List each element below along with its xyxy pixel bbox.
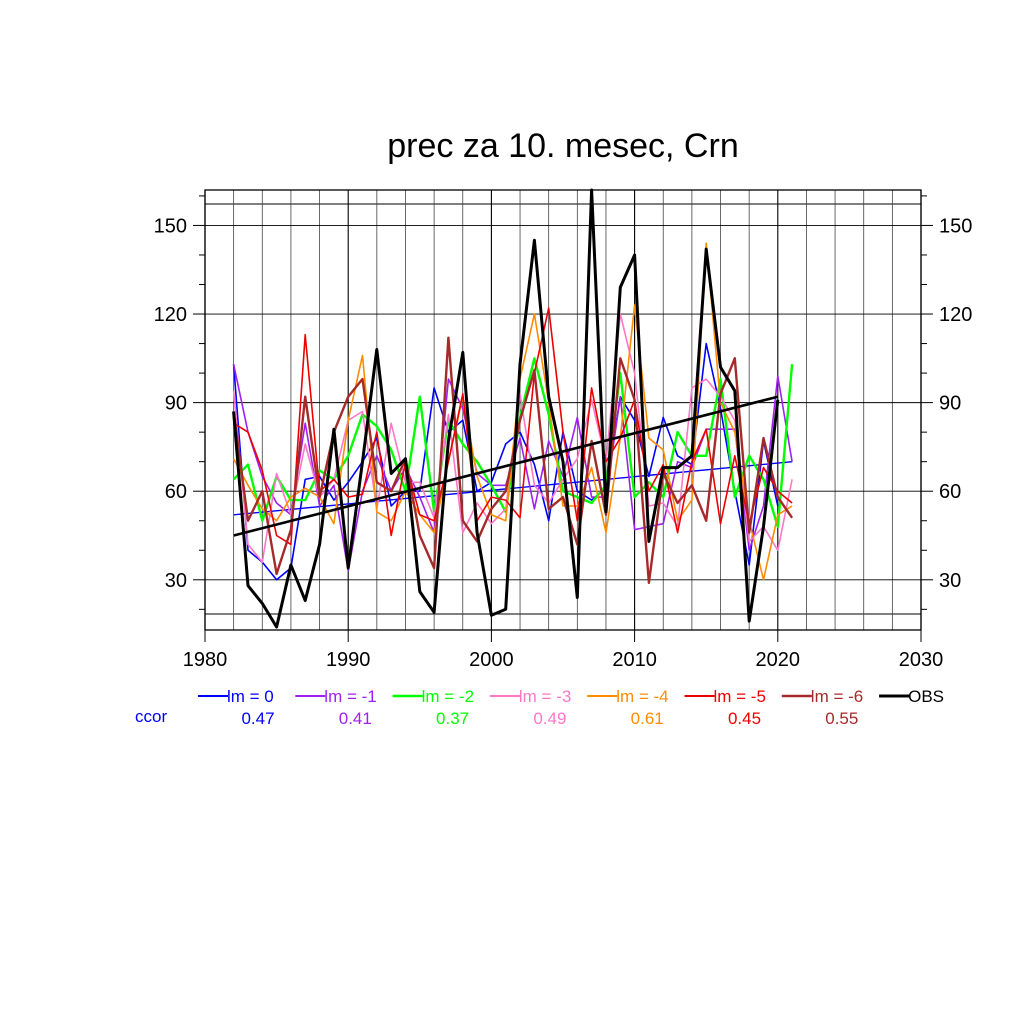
ccor-value-6: 0.55	[825, 709, 858, 728]
legend-label-7: OBS	[908, 687, 944, 706]
x-tick-label: 2020	[756, 649, 801, 671]
y-tick-label-right: 60	[939, 481, 961, 503]
legend-label-5: lm = -5	[714, 687, 766, 706]
y-tick-label-right: 120	[939, 304, 972, 326]
y-tick-label-right: 150	[939, 215, 972, 237]
series-line-4	[232, 242, 793, 581]
legend-label-1: lm = -1	[324, 687, 376, 706]
y-tick-label-right: 30	[939, 570, 961, 592]
y-tick-label-left: 150	[154, 215, 187, 237]
legend-label-6: lm = -6	[811, 687, 863, 706]
ccor-value-1: 0.41	[339, 709, 372, 728]
axes: 1980 1990 2000 2010 2020 2030 30 30 60 60 90 90 120 1…	[154, 195, 972, 671]
ccor-value-0: 0.47	[241, 709, 274, 728]
legend-label-0: lm = 0	[227, 687, 274, 706]
y-tick-label-left: 30	[165, 570, 187, 592]
x-tick-label: 1980	[183, 649, 228, 671]
y-tick-label-left: 60	[165, 481, 187, 503]
legend: lm = 0 0.47 lm = -1 0.41 lm = -2 0.37 lm = -3 0…	[198, 687, 944, 728]
y-tick-label-right: 90	[939, 393, 961, 415]
series-layer	[232, 188, 794, 629]
y-tick-label-left: 90	[165, 393, 187, 415]
series-line-6	[232, 336, 794, 584]
trend-line-7	[233, 395, 779, 537]
x-tick-label: 2010	[612, 649, 657, 671]
series-line-7	[232, 188, 780, 629]
chart-title: prec za 10. mesec, Crn	[387, 127, 738, 165]
ccor-value-2: 0.37	[436, 709, 469, 728]
ccor-value-4: 0.61	[631, 709, 664, 728]
ccor-value-3: 0.49	[533, 709, 566, 728]
ccor-label: ccor	[135, 707, 167, 726]
legend-label-2: lm = -2	[422, 687, 474, 706]
x-tick-label: 1990	[326, 649, 371, 671]
x-tick-label: 2000	[469, 649, 514, 671]
plot-frame	[204, 189, 922, 631]
legend-label-3: lm = -3	[519, 687, 571, 706]
legend-label-4: lm = -4	[616, 687, 668, 706]
y-tick-label-left: 120	[154, 304, 187, 326]
x-tick-label: 2030	[899, 649, 944, 671]
ccor-value-5: 0.45	[728, 709, 761, 728]
